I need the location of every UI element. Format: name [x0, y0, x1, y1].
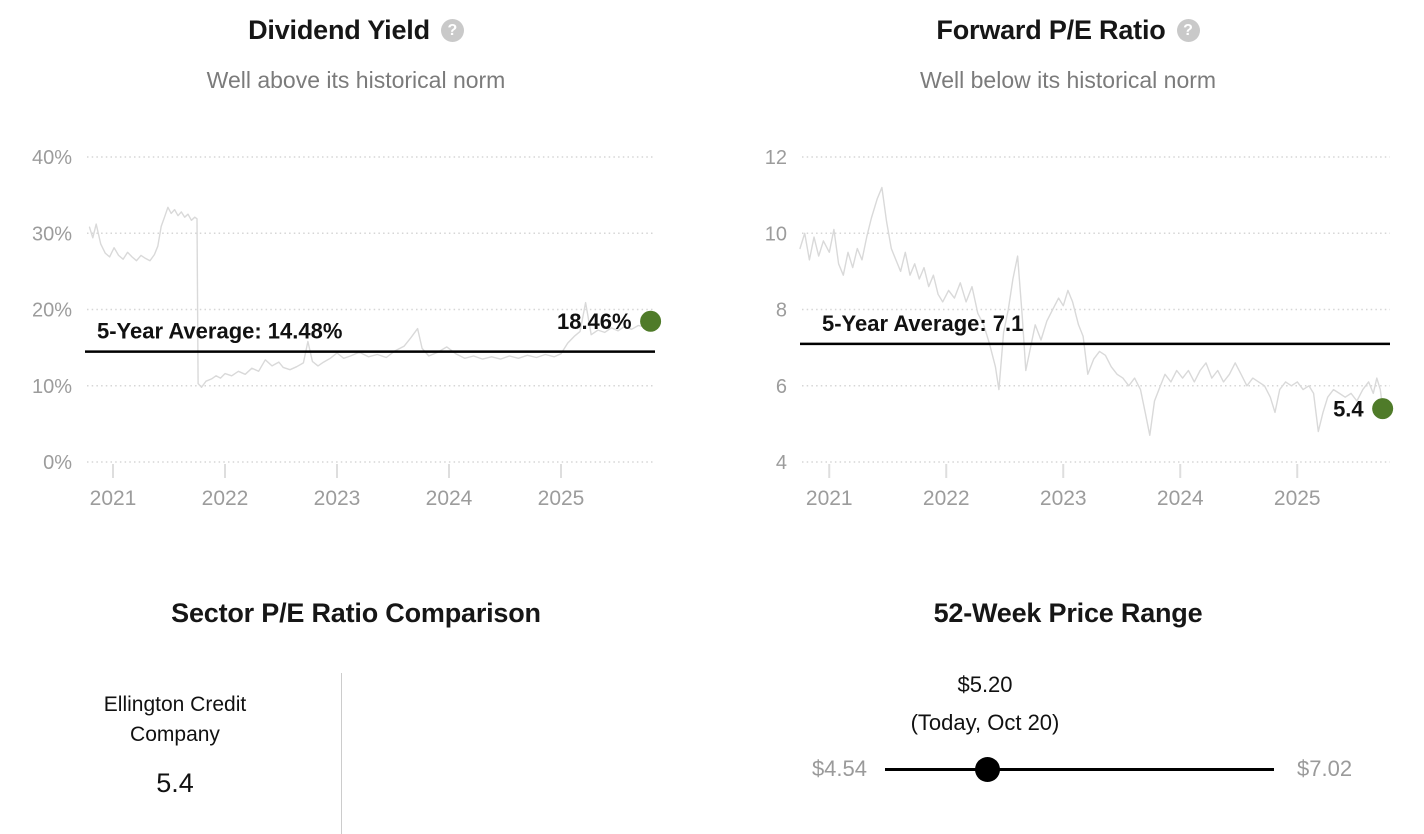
panel-header: Forward P/E Ratio ?: [712, 0, 1424, 46]
panel-dividend-yield: Dividend Yield ? Well above its historic…: [0, 0, 712, 560]
svg-text:4: 4: [776, 452, 787, 474]
svg-text:2023: 2023: [1040, 487, 1087, 510]
svg-text:10%: 10%: [32, 376, 72, 398]
range-low-label: $4.54: [811, 756, 867, 781]
svg-text:2024: 2024: [426, 487, 473, 510]
svg-text:5-Year Average: 7.1: 5-Year Average: 7.1: [822, 311, 1023, 336]
svg-text:2025: 2025: [538, 487, 585, 510]
svg-text:30%: 30%: [32, 223, 72, 245]
svg-text:18.46%: 18.46%: [557, 309, 632, 334]
svg-text:2023: 2023: [314, 487, 361, 510]
svg-text:2021: 2021: [90, 487, 137, 510]
page-title-forward-pe: Forward P/E Ratio: [936, 15, 1166, 45]
svg-text:0%: 0%: [43, 452, 72, 474]
range-track: [885, 768, 1274, 771]
help-icon[interactable]: ?: [1176, 19, 1200, 42]
current-price-label: $5.20: [957, 672, 1013, 697]
bar-category-label: Ellington Credit Company: [103, 693, 247, 746]
svg-text:8: 8: [776, 300, 787, 322]
bar-axis-divider: [341, 673, 342, 834]
panel-forward-pe: Forward P/E Ratio ? Well below its histo…: [712, 0, 1424, 560]
svg-text:2025: 2025: [1274, 487, 1321, 510]
dividend-yield-subtitle: Well above its historical norm: [206, 67, 506, 93]
svg-text:12: 12: [765, 147, 787, 169]
range-current-dot: [975, 757, 1000, 782]
svg-text:5-Year Average: 14.48%: 5-Year Average: 14.48%: [97, 319, 342, 344]
page-title-sector-pe: Sector P/E Ratio Comparison: [171, 598, 541, 628]
svg-text:6: 6: [776, 376, 787, 398]
help-icon[interactable]: ?: [440, 19, 464, 42]
panel-header: Dividend Yield ?: [0, 0, 712, 46]
svg-text:2022: 2022: [202, 487, 249, 510]
forward-pe-chart: 4 6 8 10 12 2021 2022 2023 2024 2025 5-Year Averag…: [765, 147, 1394, 510]
svg-text:40%: 40%: [32, 147, 72, 169]
svg-text:10: 10: [765, 223, 787, 245]
panel-sector-pe-comparison: Sector P/E Ratio Comparison Ellington Cr…: [0, 560, 712, 834]
svg-text:5.4: 5.4: [1333, 397, 1364, 422]
svg-text:2021: 2021: [806, 487, 853, 510]
page-title-price-range: 52-Week Price Range: [933, 598, 1203, 628]
bar-category-value: 5.4: [156, 768, 194, 798]
panel-price-range: 52-Week Price Range $5.20 (Today, Oct 20…: [712, 560, 1424, 834]
forward-pe-subtitle: Well below its historical norm: [919, 67, 1217, 93]
svg-text:20%: 20%: [32, 300, 72, 322]
dividend-yield-chart: 0% 10% 20% 30% 40% 2021 2022 2023 2024 2025 5-Year…: [32, 147, 662, 510]
range-high-label: $7.02: [1297, 756, 1353, 781]
svg-text:2022: 2022: [923, 487, 970, 510]
page-title-dividend-yield: Dividend Yield: [248, 15, 430, 45]
current-price-date: (Today, Oct 20): [910, 710, 1060, 735]
svg-text:2024: 2024: [1157, 487, 1204, 510]
